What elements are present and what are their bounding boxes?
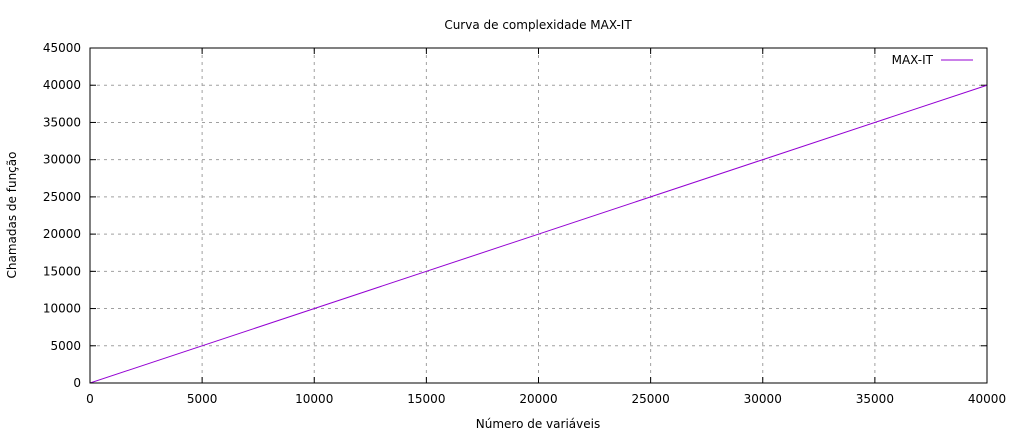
series-line-max-it	[89, 84, 988, 384]
series-group	[89, 84, 988, 384]
y-tick-label: 5000	[50, 339, 81, 353]
x-tick-label: 15000	[407, 392, 445, 406]
y-axis-label: Chamadas de função	[5, 152, 19, 279]
x-tick-label: 20000	[519, 392, 557, 406]
x-tick-label: 40000	[968, 392, 1006, 406]
x-tick-labels: 0 5000 10000 15000 20000 25000 30000 35000 40000	[86, 392, 1006, 406]
y-tick-label: 35000	[43, 115, 81, 129]
y-tick-label: 30000	[43, 153, 81, 167]
chart-title: Curva de complexidade MAX-IT	[444, 18, 632, 32]
x-axis-label: Número de variáveis	[476, 417, 600, 431]
y-tick-label: 10000	[43, 302, 81, 316]
y-tick-labels: 0 5000 10000 15000 20000 25000 30000 35000 40000…	[43, 41, 81, 390]
grid-lines	[90, 48, 987, 383]
y-tick-label: 25000	[43, 190, 81, 204]
x-tick-label: 25000	[632, 392, 670, 406]
legend-label: MAX-IT	[892, 53, 934, 67]
y-tick-label: 0	[73, 376, 81, 390]
y-tick-label: 45000	[43, 41, 81, 55]
y-tick-label: 20000	[43, 227, 81, 241]
plot-frame	[89, 47, 988, 384]
x-tick-label: 0	[86, 392, 94, 406]
y-tick-label: 40000	[43, 78, 81, 92]
x-tick-label: 30000	[744, 392, 782, 406]
legend: MAX-IT	[892, 53, 973, 67]
x-tick-label: 5000	[187, 392, 218, 406]
x-tick-label: 35000	[856, 392, 894, 406]
y-tick-label: 15000	[43, 264, 81, 278]
x-tick-label: 10000	[295, 392, 333, 406]
